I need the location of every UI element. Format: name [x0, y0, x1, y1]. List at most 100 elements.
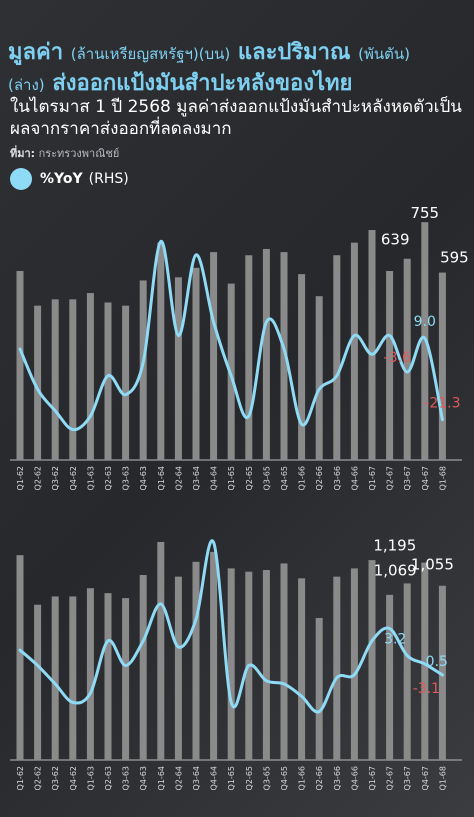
- tick-label-Q1-62: Q1-62: [16, 766, 25, 790]
- bar-data-label: 755: [410, 204, 439, 222]
- tick-label-Q1-64: Q1-64: [157, 466, 166, 490]
- bar-Q1-67: [368, 230, 376, 460]
- bar-Q2-63: [104, 593, 112, 760]
- tick-label-Q1-67: Q1-67: [368, 766, 377, 790]
- tick-label-Q3-66: Q3-66: [333, 766, 342, 790]
- tick-label-Q3-63: Q3-63: [122, 766, 131, 790]
- tick-label-Q4-62: Q4-62: [69, 766, 78, 790]
- bar-Q2-65: [245, 255, 253, 460]
- chart-title: มูลค่า (ล้านเหรียญสหรัฐฯ)(บน) และปริมาณ …: [8, 38, 468, 100]
- bar-Q4-63: [139, 280, 147, 460]
- bar-data-label: 1,055: [411, 556, 454, 574]
- legend-swatch: [10, 168, 32, 190]
- yoy-data-label: -3.1: [413, 681, 440, 697]
- tick-label-Q3-62: Q3-62: [51, 766, 60, 790]
- tick-label-Q3-67: Q3-67: [403, 766, 412, 790]
- bar-data-label: 639: [381, 231, 410, 249]
- tick-label-Q2-66: Q2-66: [315, 766, 324, 790]
- tick-label-Q4-67: Q4-67: [421, 466, 430, 490]
- tick-label-Q2-64: Q2-64: [174, 466, 183, 490]
- tick-label-Q4-67: Q4-67: [421, 766, 430, 790]
- tick-label-Q1-62: Q1-62: [16, 466, 25, 490]
- tick-label-Q4-63: Q4-63: [139, 766, 148, 790]
- tick-label-Q4-63: Q4-63: [139, 466, 148, 490]
- tick-label-Q2-65: Q2-65: [245, 466, 254, 490]
- bar-Q1-66: [298, 578, 306, 760]
- tick-label-Q2-62: Q2-62: [34, 466, 43, 490]
- yoy-data-label: 0.5: [426, 654, 448, 670]
- bar-Q2-62: [34, 604, 42, 760]
- bar-Q3-67: [403, 258, 411, 460]
- value-chart: Q1-62 Q2-62 Q3-62 Q4-62 Q1-63 Q2-63 Q3-63 Q4-63…: [10, 204, 469, 490]
- tick-label-Q1-66: Q1-66: [298, 466, 307, 490]
- bar-Q1-63: [86, 588, 94, 760]
- title-part2: และปริมาณ: [237, 40, 351, 65]
- tick-label-Q1-68: Q1-68: [438, 766, 447, 790]
- bar-Q4-66: [350, 242, 358, 460]
- tick-label-Q4-64: Q4-64: [210, 466, 219, 490]
- tick-label-Q3-65: Q3-65: [262, 466, 271, 490]
- title-part1: มูลค่า: [8, 40, 64, 65]
- bar-Q4-67: [421, 562, 429, 760]
- bar-Q2-64: [174, 576, 182, 760]
- bar-Q1-63: [86, 293, 94, 460]
- yoy-data-label: 3.2: [384, 632, 406, 648]
- bar-Q3-65: [262, 248, 270, 460]
- tick-label-Q1-65: Q1-65: [227, 766, 236, 790]
- legend-label: %YoY: [40, 171, 83, 187]
- bar-Q1-62: [16, 271, 24, 460]
- bar-Q2-67: [386, 594, 394, 760]
- bar-Q3-62: [51, 299, 59, 460]
- title-part1-unit: (ล้านเหรียญสหรัฐฯ)(บน): [70, 45, 231, 63]
- tick-label-Q4-65: Q4-65: [280, 766, 289, 790]
- bar-Q3-63: [122, 305, 130, 460]
- tick-label-Q1-67: Q1-67: [368, 466, 377, 490]
- bar-Q3-67: [403, 583, 411, 760]
- bar-Q2-67: [386, 271, 394, 460]
- bar-Q4-65: [280, 252, 288, 460]
- bar-Q3-63: [122, 598, 130, 760]
- title-part2-unit: (พันตัน): [358, 45, 410, 63]
- bar-Q2-64: [174, 277, 182, 460]
- bar-Q4-65: [280, 563, 288, 760]
- bar-Q2-66: [315, 617, 323, 760]
- bar-Q1-68: [438, 585, 446, 760]
- yoy-data-label: 9.0: [414, 314, 436, 330]
- tick-label-Q1-65: Q1-65: [227, 466, 236, 490]
- tick-label-Q2-63: Q2-63: [104, 466, 113, 490]
- yoy-line: [18, 239, 444, 432]
- tick-label-Q2-63: Q2-63: [104, 766, 113, 790]
- bar-Q4-62: [69, 596, 77, 760]
- tick-label-Q4-66: Q4-66: [350, 766, 359, 790]
- tick-label-Q3-65: Q3-65: [262, 766, 271, 790]
- legend: %YoY (RHS): [10, 168, 129, 190]
- tick-label-Q3-64: Q3-64: [192, 466, 201, 490]
- bar-Q3-64: [192, 267, 200, 460]
- bar-data-label: 1,195: [373, 537, 416, 555]
- chart-subtitle: ในไตรมาส 1 ปี 2568 มูลค่าส่งออกแป้งมันสำ…: [10, 97, 462, 139]
- tick-label-Q3-64: Q3-64: [192, 766, 201, 790]
- tick-label-Q2-67: Q2-67: [386, 466, 395, 490]
- bar-data-label: 1,069: [374, 561, 417, 579]
- bar-Q3-62: [51, 596, 59, 760]
- tick-label-Q2-66: Q2-66: [315, 466, 324, 490]
- bar-Q1-66: [298, 274, 306, 460]
- yoy-data-label: -3.6: [384, 350, 411, 366]
- tick-label-Q4-66: Q4-66: [350, 466, 359, 490]
- source-note: ที่มา: กระทรวงพาณิชย์: [10, 144, 119, 162]
- tick-label-Q4-62: Q4-62: [69, 466, 78, 490]
- bar-Q2-62: [34, 305, 42, 460]
- bar-Q4-66: [350, 568, 358, 760]
- bar-Q1-65: [227, 568, 235, 760]
- bar-Q1-62: [16, 555, 24, 760]
- tick-label-Q2-64: Q2-64: [174, 766, 183, 790]
- bar-Q3-64: [192, 561, 200, 760]
- bar-Q1-64: [157, 242, 165, 460]
- bar-Q4-63: [139, 574, 147, 760]
- bar-Q3-65: [262, 570, 270, 760]
- tick-label-Q2-62: Q2-62: [34, 766, 43, 790]
- bar-Q2-63: [104, 302, 112, 460]
- tick-label-Q1-64: Q1-64: [157, 766, 166, 790]
- yoy-data-label: -21.3: [424, 396, 460, 412]
- tick-label-Q3-62: Q3-62: [51, 466, 60, 490]
